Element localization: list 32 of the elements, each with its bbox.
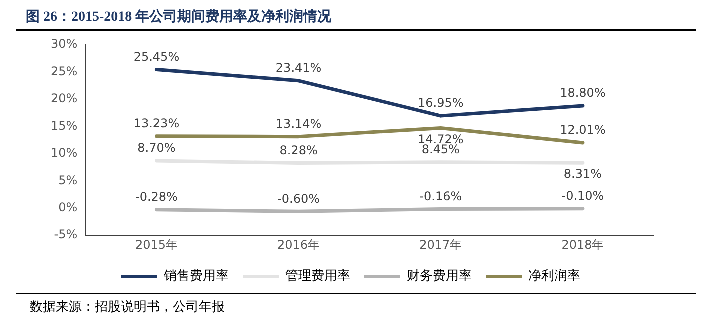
y-tick-label: 25% (51, 64, 78, 78)
data-label: -0.28% (135, 190, 178, 204)
y-tick-label: 0% (58, 200, 78, 214)
legend-label: 净利润率 (528, 268, 580, 284)
data-label: 8.70% (138, 141, 176, 156)
y-tick-label: 10% (51, 146, 78, 160)
legend-label: 管理费用率 (286, 268, 350, 284)
y-tick-label: -5% (54, 228, 78, 242)
y-tick-label: 20% (51, 92, 78, 106)
legend-label: 销售费用率 (163, 268, 229, 284)
chart-title: 图 26：2015-2018 年公司期间费用率及净利润情况 (16, 8, 696, 31)
data-label: 16.95% (418, 96, 464, 110)
data-label: 8.31% (564, 167, 602, 182)
data-label: 13.23% (134, 116, 180, 130)
data-label: 8.28% (280, 143, 318, 158)
x-tick-label: 2018年 (562, 238, 604, 252)
x-tick-label: 2015年 (135, 238, 178, 252)
x-tick-label: 2016年 (278, 238, 320, 252)
x-tick-label: 2017年 (420, 238, 462, 252)
source-note: 数据来源：招股说明书，公司年报 (16, 293, 696, 316)
y-tick-label: 15% (51, 118, 78, 133)
data-label: 25.45% (134, 50, 180, 64)
data-label: -0.16% (420, 189, 462, 204)
data-label: 18.80% (560, 86, 606, 100)
data-label: -0.60% (278, 192, 320, 206)
data-label: 23.41% (276, 61, 322, 76)
data-label: -0.10% (562, 189, 604, 204)
legend-label: 财务费用率 (407, 268, 472, 284)
data-label: 12.01% (560, 123, 606, 138)
y-tick-label: 5% (58, 173, 78, 188)
y-tick-label: 30% (51, 37, 78, 52)
data-label: 13.14% (276, 116, 322, 131)
